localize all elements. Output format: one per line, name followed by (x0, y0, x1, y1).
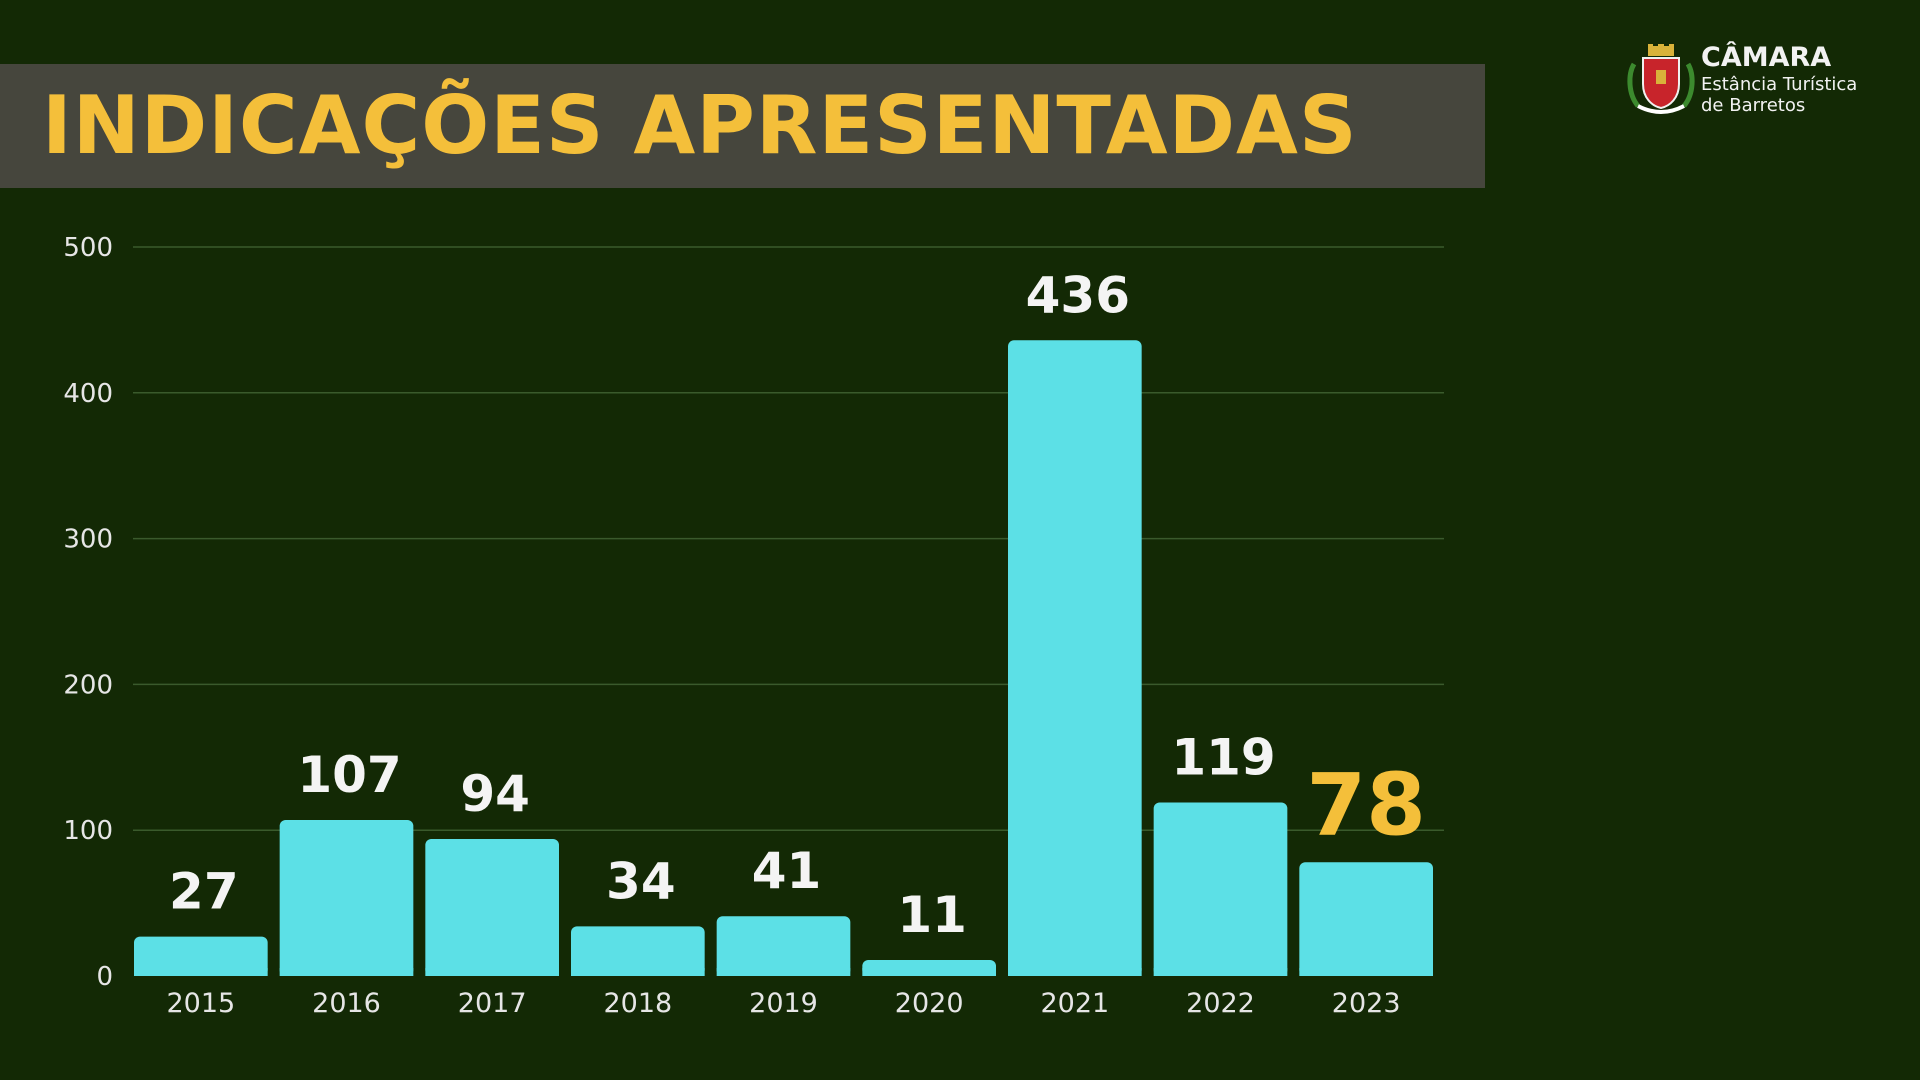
x-tick-label: 2019 (749, 988, 818, 1019)
data-label: 94 (460, 765, 530, 823)
logo-subtitle-line2: de Barretos (1701, 95, 1806, 116)
bar-base (425, 968, 559, 976)
y-tick-label: 0 (96, 962, 113, 992)
x-tick-label: 2020 (895, 988, 964, 1019)
x-tick-label: 2022 (1186, 988, 1255, 1019)
camara-logo: CÂMARA Estância Turística de Barretos (1626, 42, 1876, 124)
data-label: 119 (1171, 728, 1275, 786)
bar (279, 819, 414, 976)
page-title: INDICAÇÕES APRESENTADAS (42, 79, 1358, 172)
data-label: 107 (297, 746, 401, 804)
x-tick-label: 2021 (1040, 988, 1109, 1019)
grid-layer: 0 100 200 300 400 500 (63, 233, 1444, 992)
bar (1299, 862, 1433, 976)
data-label: 41 (752, 842, 822, 900)
data-label: 34 (606, 852, 676, 910)
title-band: INDICAÇÕES APRESENTADAS (0, 64, 1485, 188)
x-tick-label: 2018 (603, 988, 672, 1019)
label-layer: 2015 27 2016 107 2017 94 2018 34 2019 41 2020 11 202… (166, 266, 1426, 1019)
logo-subtitle-line1: Estância Turística (1701, 74, 1858, 95)
x-tick-label: 2023 (1332, 988, 1401, 1019)
bar-base (134, 968, 268, 976)
bar-base (1299, 968, 1433, 976)
y-tick-label: 400 (63, 379, 113, 409)
bar-base (862, 968, 996, 976)
y-tick-label: 100 (63, 816, 113, 846)
data-label: 27 (169, 863, 239, 921)
highlight-value-label: 78 (1306, 755, 1426, 855)
bar (1153, 802, 1288, 976)
y-tick-label: 500 (63, 233, 113, 263)
bar-base (716, 968, 851, 976)
bar (1008, 340, 1142, 976)
bar-layer (134, 340, 1433, 976)
bar-base (1153, 968, 1288, 976)
x-tick-label: 2015 (166, 988, 235, 1019)
x-tick-label: 2016 (312, 988, 381, 1019)
x-tick-label: 2017 (458, 988, 527, 1019)
bar-base (1008, 968, 1142, 976)
bar-base (571, 968, 705, 976)
bar (571, 926, 705, 976)
bar (425, 838, 559, 976)
logo-name: CÂMARA (1701, 42, 1832, 73)
data-label: 11 (897, 886, 967, 944)
bar (134, 936, 268, 976)
bar (716, 916, 851, 976)
data-label: 436 (1026, 266, 1130, 324)
municipal-crest-icon (1627, 44, 1695, 114)
y-tick-label: 200 (63, 670, 113, 700)
bar-base (279, 968, 414, 976)
y-tick-label: 300 (63, 525, 113, 555)
logo-subtitle: Estância Turística de Barretos (1701, 74, 1857, 116)
